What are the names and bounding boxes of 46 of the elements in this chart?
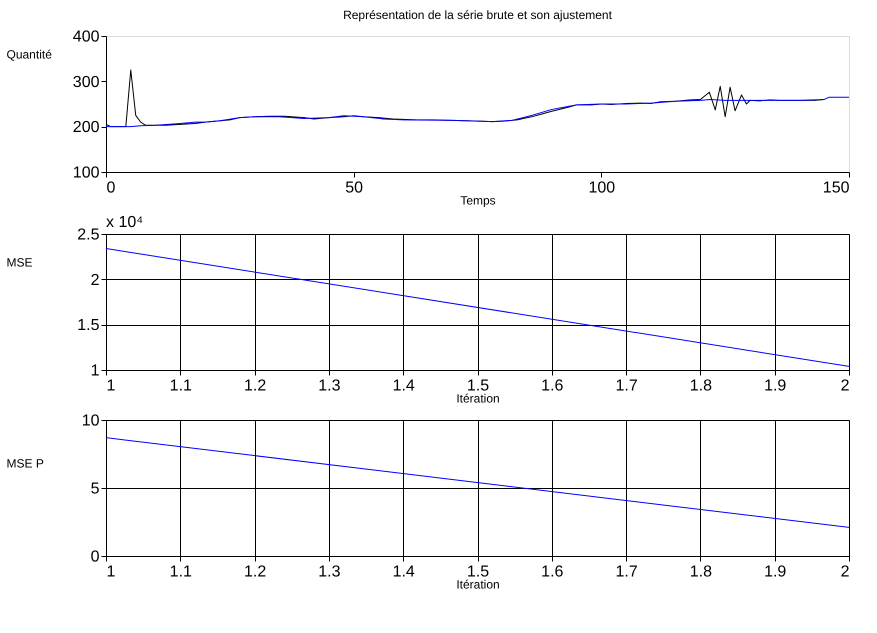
text: x 10⁴ <box>106 214 144 231</box>
x-tick-label: 1.1 <box>170 378 192 394</box>
x-tick-label: 1.9 <box>764 564 786 580</box>
x-tick-label: 1.4 <box>392 564 415 580</box>
y-axis-title: MSE P <box>6 456 44 470</box>
x-tick-label: 1.7 <box>615 564 638 580</box>
x-tick-label: 1.8 <box>690 564 712 580</box>
y-tick-label: 0 <box>90 548 100 566</box>
line-series <box>106 96 849 128</box>
x-tick-label: 1.2 <box>244 564 266 580</box>
x-tick-label: 100 <box>588 180 616 196</box>
y-tick-label: 400 <box>72 28 100 46</box>
chart-title: Représentation de la série brute et son ajustement <box>343 8 613 22</box>
x-tick-label: 2 <box>840 378 850 394</box>
x-tick-label: 1.9 <box>764 378 786 394</box>
y-axis-title: MSE <box>6 256 33 270</box>
x-tick-label: 1.5 <box>466 378 490 394</box>
x-tick-label: 0 <box>106 180 116 196</box>
x-tick-label: 1.4 <box>392 378 415 394</box>
y-tick-label: 2.5 <box>77 226 100 244</box>
x-tick-label: 1.6 <box>541 564 564 580</box>
x-axis-title: Itération <box>456 392 500 406</box>
y-tick-label: 1 <box>90 362 100 380</box>
y-tick-label: 2 <box>90 272 100 289</box>
y-tick-label: 5 <box>90 480 100 498</box>
x-tick-label: 1.5 <box>466 564 490 580</box>
x-tick-label: 1.3 <box>318 378 341 394</box>
x-tick-label: 150 <box>822 180 850 196</box>
x-tick-label: 1.8 <box>690 378 712 394</box>
y-tick-label: 100 <box>72 164 100 182</box>
x-tick-label: 1.3 <box>318 564 341 580</box>
x-axis-title: Temps <box>460 194 496 208</box>
x-tick-label: 1 <box>106 564 116 580</box>
x-tick-label: 2 <box>840 564 850 580</box>
y-tick-label: 200 <box>72 119 100 136</box>
x-tick-label: 1.7 <box>615 378 638 394</box>
x-axis-title: Itération <box>456 578 500 592</box>
y-tick-label: 300 <box>72 74 100 91</box>
y-tick-label: 1.5 <box>77 317 100 334</box>
x-tick-label: 1.6 <box>541 378 564 394</box>
x-tick-label: 1.2 <box>244 378 266 394</box>
x-tick-label: 50 <box>345 180 364 196</box>
x-tick-label: 1 <box>106 378 116 394</box>
y-tick-label: 10 <box>82 412 100 430</box>
y-axis-title: Quantité <box>6 48 52 62</box>
x-tick-label: 1.1 <box>170 564 192 580</box>
